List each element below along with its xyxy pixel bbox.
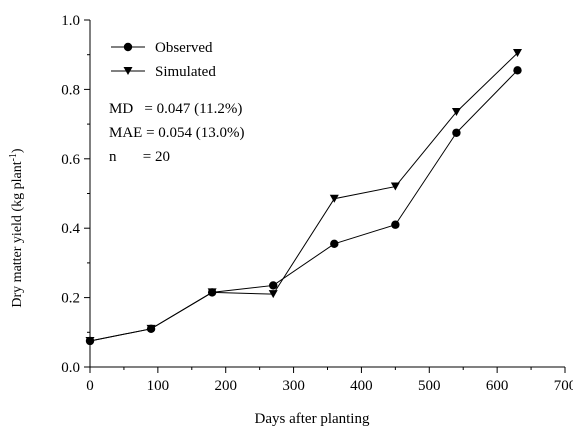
x-tick-label: 100 (147, 378, 170, 394)
simulated-point (85, 336, 95, 345)
annotation-mae: MAE = 0.054 (13.0%) (109, 125, 245, 141)
simulated-point (390, 182, 400, 191)
y-tick-label: 0.0 (61, 360, 80, 376)
x-tick-label: 500 (418, 378, 441, 394)
y-tick-label: 1.0 (61, 13, 80, 29)
simulated-point (451, 107, 461, 116)
y-tick-label: 0.8 (61, 82, 80, 98)
x-tick-label: 600 (486, 378, 509, 394)
x-tick-label: 0 (86, 378, 94, 394)
annotation-n: n = 20 (109, 149, 170, 165)
simulated-point (329, 194, 339, 203)
observed-point (513, 66, 522, 75)
x-axis-label: Days after planting (255, 411, 370, 426)
statistics-annotation: MD = 0.047 (11.2%) MAE = 0.054 (13.0%) n… (109, 101, 245, 165)
legend-simulated-label: Simulated (155, 64, 216, 80)
observed-point (452, 128, 461, 137)
observed-point (330, 239, 339, 249)
legend-item-simulated: Simulated (111, 64, 216, 80)
legend-item-observed: Observed (111, 40, 213, 56)
series-layer (85, 48, 522, 346)
y-axis-label: Dry matter yield (kg plant-1) (8, 148, 26, 308)
y-tick-label: 0.4 (61, 221, 80, 237)
x-tick-label: 200 (214, 378, 237, 394)
legend: Observed Simulated (111, 40, 216, 80)
y-ticks: 0.0 0.2 0.4 0.6 0.8 1.0 (61, 13, 90, 376)
simulated-line (89, 52, 518, 342)
x-tick-label: 700 (554, 378, 573, 394)
y-tick-label: 0.6 (61, 152, 80, 168)
simulated-point (207, 288, 217, 297)
y-axis-label-close: ) (10, 148, 25, 153)
legend-observed-label: Observed (155, 40, 213, 56)
y-tick-label: 0.2 (61, 291, 80, 307)
x-ticks: 0 100 200 300 400 500 600 700 (86, 367, 573, 394)
legend-observed-marker (123, 42, 133, 52)
annotation-md: MD = 0.047 (11.2%) (109, 101, 242, 117)
y-axis-label-superscript: -1 (8, 153, 19, 161)
observed-point (391, 220, 400, 229)
simulated-point (268, 290, 278, 299)
observed-point (269, 281, 278, 290)
simulated-point (513, 48, 522, 57)
simulated-point (146, 324, 156, 333)
y-axis-label-main: Dry matter yield (kg plant (10, 161, 25, 307)
x-tick-label: 300 (282, 378, 305, 394)
legend-simulated-marker (123, 67, 133, 75)
series-simulated (85, 48, 522, 345)
x-tick-label: 400 (350, 378, 373, 394)
